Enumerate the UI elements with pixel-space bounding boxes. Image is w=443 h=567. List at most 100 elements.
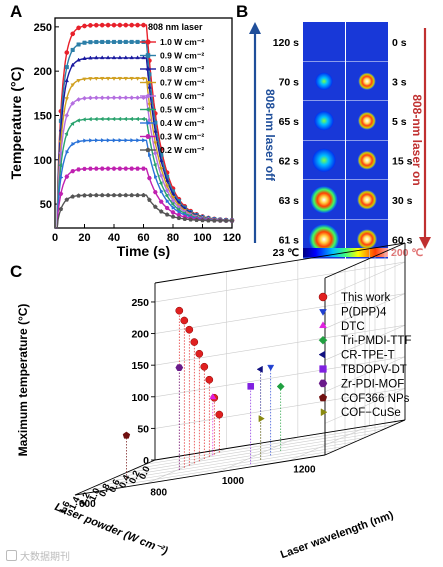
x-tick-label: 60 xyxy=(137,232,149,244)
thermal-spot-off xyxy=(311,186,338,213)
x-tick-label: 120 xyxy=(223,232,241,244)
series-marker xyxy=(201,217,205,220)
series-marker xyxy=(142,77,146,80)
x-axis-label: Laser powder (W cm⁻²) xyxy=(53,501,170,557)
series-marker xyxy=(136,77,140,80)
series-marker xyxy=(106,77,110,80)
time-label-off: 63 s xyxy=(279,195,300,207)
series-marker xyxy=(159,182,162,186)
thermal-cell-on xyxy=(346,101,388,140)
series-marker xyxy=(59,109,63,113)
series-line xyxy=(55,42,232,228)
series-marker xyxy=(118,96,122,100)
time-label-off: 61 s xyxy=(279,234,300,246)
series-marker xyxy=(189,213,193,216)
series-marker xyxy=(71,195,75,199)
series-marker xyxy=(95,56,99,59)
series-marker xyxy=(124,117,127,121)
legend-label: CR-TPE-T xyxy=(341,350,395,362)
series-marker xyxy=(200,216,204,220)
series-marker xyxy=(89,40,93,44)
data-point xyxy=(257,366,262,372)
series-marker xyxy=(224,219,228,222)
series-marker xyxy=(94,193,98,197)
legend-label: 0.9 W cm⁻² xyxy=(160,51,204,61)
legend-swatch-marker xyxy=(146,94,151,99)
legend-swatch-marker xyxy=(146,81,150,85)
series-marker xyxy=(106,23,110,27)
time-label-on: 0 s xyxy=(392,37,407,49)
thermal-spot-on xyxy=(358,151,377,170)
series-marker xyxy=(183,215,187,219)
series-marker xyxy=(219,219,222,223)
data-point xyxy=(196,350,203,357)
thermal-cell-on xyxy=(346,141,388,180)
series-marker xyxy=(218,218,222,222)
grid-line xyxy=(289,426,369,461)
series-marker xyxy=(124,96,128,100)
series-marker xyxy=(165,213,169,217)
series-marker xyxy=(177,197,181,201)
legend-swatch-marker xyxy=(146,134,151,138)
series-marker xyxy=(195,216,198,220)
series-marker xyxy=(206,218,210,222)
series-marker xyxy=(206,217,210,221)
series-marker xyxy=(189,210,193,214)
data-point xyxy=(206,376,213,383)
x-tick-label: 0.8 xyxy=(97,482,113,499)
series-marker xyxy=(124,167,128,171)
series-marker xyxy=(77,58,81,61)
series-marker xyxy=(94,23,98,27)
thermal-spot-off xyxy=(309,224,339,254)
grid-line xyxy=(155,357,405,397)
series-marker xyxy=(130,117,133,121)
series-marker xyxy=(177,216,181,220)
series-marker xyxy=(224,218,228,222)
plot-frame xyxy=(55,18,232,228)
y-tick-label: 100 xyxy=(131,392,149,404)
series-marker xyxy=(100,117,103,121)
series-marker xyxy=(171,192,175,195)
z-tick-label: 800 xyxy=(150,488,167,499)
grid-line xyxy=(155,420,405,460)
legend-label: COF366 NPs xyxy=(341,393,410,405)
grid-line xyxy=(95,446,345,486)
series-marker xyxy=(118,193,122,197)
series-marker xyxy=(224,219,227,223)
legend-swatch-marker xyxy=(146,40,151,45)
y-tick-label: 100 xyxy=(34,155,52,167)
series-marker xyxy=(100,56,104,59)
legend-marker xyxy=(320,366,327,373)
series-marker xyxy=(207,218,211,221)
series-line xyxy=(55,169,232,228)
legend-label: 1.0 W cm⁻² xyxy=(160,37,204,47)
series-marker xyxy=(195,212,199,216)
series-marker xyxy=(136,117,139,121)
series-marker xyxy=(206,218,209,222)
time-label-off: 62 s xyxy=(279,155,300,167)
series-marker xyxy=(112,167,116,171)
series-marker xyxy=(212,217,216,221)
series-marker xyxy=(154,129,158,132)
series-marker xyxy=(183,210,187,214)
series-marker xyxy=(124,23,128,27)
series-marker xyxy=(142,193,146,197)
series-line xyxy=(55,98,232,228)
series-marker xyxy=(230,218,234,222)
legend-marker xyxy=(319,351,325,358)
thermal-spot-on xyxy=(357,190,377,210)
grid-line xyxy=(115,438,365,478)
series-marker xyxy=(59,128,63,131)
grid-line xyxy=(155,294,405,334)
series-marker xyxy=(189,211,193,214)
series-marker xyxy=(177,204,181,207)
series-marker xyxy=(71,48,75,52)
series-marker xyxy=(159,167,163,170)
data-point xyxy=(216,411,223,418)
time-label-off: 120 s xyxy=(273,37,299,49)
laser-off-label: 808-nm laser off xyxy=(263,89,277,182)
series-marker xyxy=(89,139,92,143)
grid-line xyxy=(145,424,395,464)
series-marker xyxy=(212,218,216,222)
series-marker xyxy=(147,198,151,202)
